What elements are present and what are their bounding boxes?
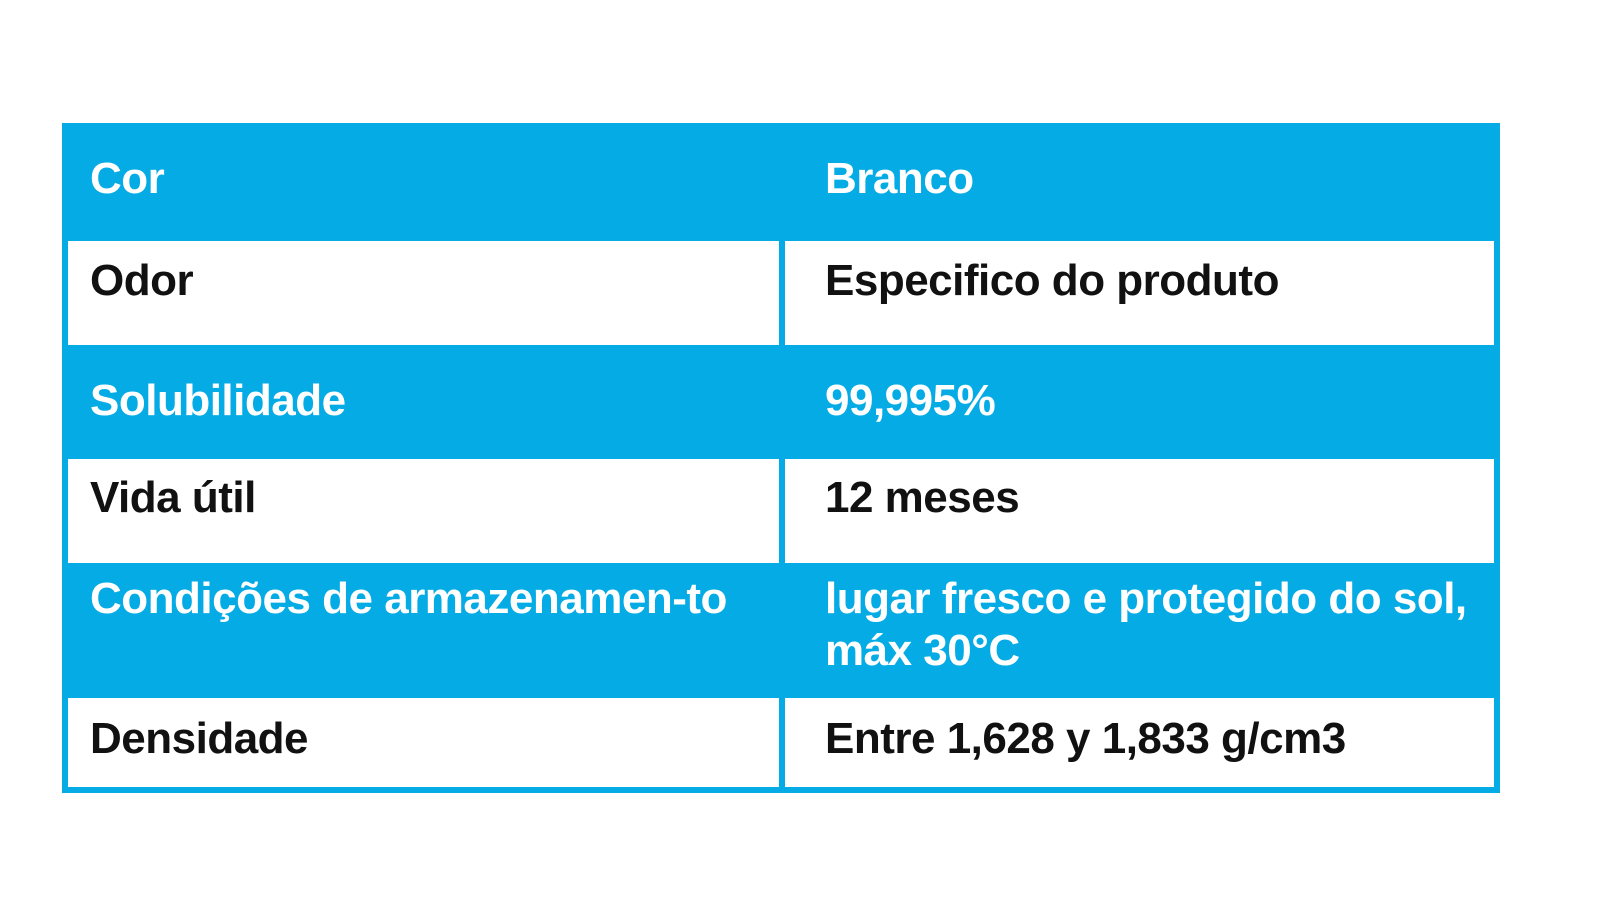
table-row: Cor Branco	[68, 129, 1494, 241]
row-label: Condições de armazenamen-to	[68, 563, 785, 698]
row-value: Entre 1,628 y 1,833 g/cm3	[785, 698, 1494, 787]
row-label: Cor	[68, 129, 785, 241]
specification-table: Cor Branco Odor Especifico do produto So…	[62, 123, 1500, 793]
row-label: Solubilidade	[68, 345, 785, 459]
row-value: 99,995%	[785, 345, 1494, 459]
row-value: Especifico do produto	[785, 241, 1494, 345]
row-label: Densidade	[68, 698, 785, 787]
table-row: Condições de armazenamen-to lugar fresco…	[68, 563, 1494, 698]
table-row: Solubilidade 99,995%	[68, 345, 1494, 459]
row-value: Branco	[785, 129, 1494, 241]
table-row: Densidade Entre 1,628 y 1,833 g/cm3	[68, 698, 1494, 787]
row-value: lugar fresco e protegido do sol, máx 30°…	[785, 563, 1494, 698]
row-label: Odor	[68, 241, 785, 345]
row-label: Vida útil	[68, 459, 785, 563]
table-row: Odor Especifico do produto	[68, 241, 1494, 345]
row-value: 12 meses	[785, 459, 1494, 563]
table-row: Vida útil 12 meses	[68, 459, 1494, 563]
